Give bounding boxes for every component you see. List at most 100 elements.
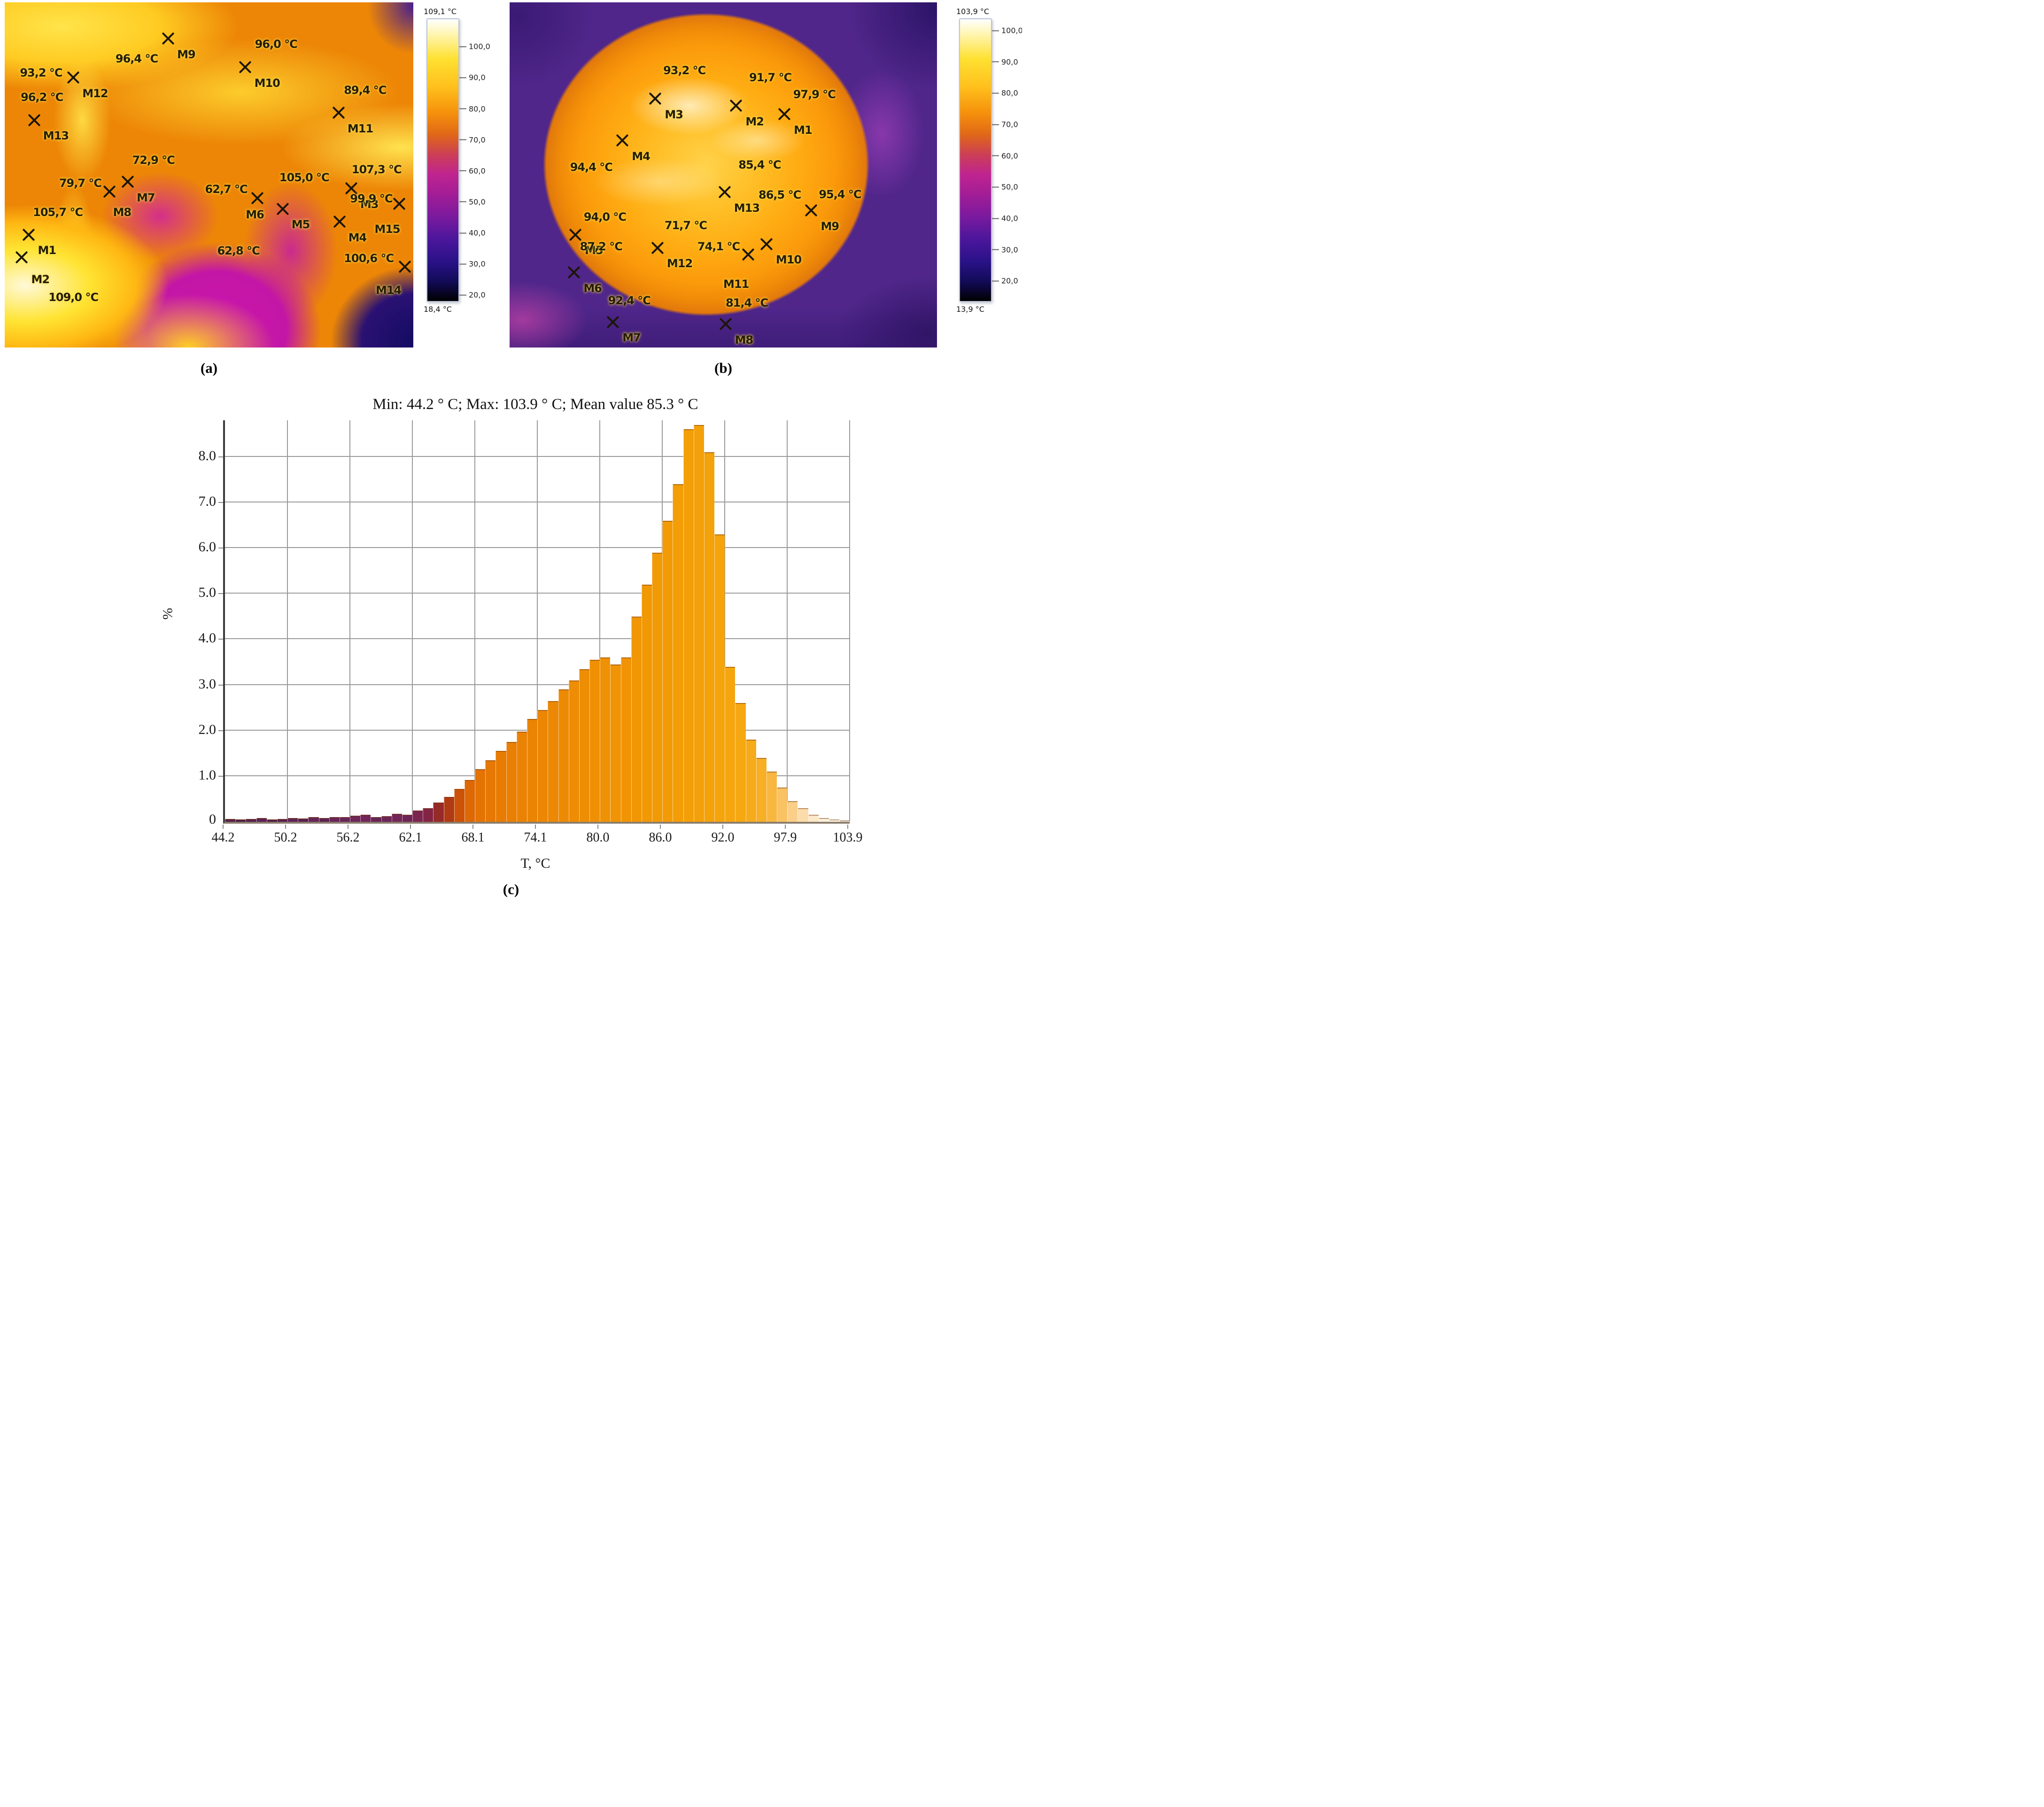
- temperature-label-m4: 94,4 °C: [570, 160, 613, 174]
- measurement-cross-m1: [22, 228, 36, 242]
- measurement-cross-m7: [121, 175, 135, 189]
- temperature-label-m13: 85,4 °C: [738, 158, 781, 172]
- y-tick-mark-7: [218, 502, 223, 503]
- measurement-cross-m10: [759, 237, 774, 251]
- histogram-bar-46c: [246, 819, 256, 822]
- histogram-bar-87c: [673, 484, 683, 822]
- y-tick-mark-4: [218, 639, 223, 640]
- colorbar-tick-dash: [459, 108, 466, 109]
- histogram-title: Min: 44.2 ° C; Max: 103.9 ° C; Mean valu…: [372, 396, 698, 413]
- colorbar-tick-label: 50,0: [1001, 182, 1018, 192]
- caption-a: (a): [200, 360, 218, 376]
- colorbar-tick-dash: [992, 124, 999, 125]
- y-tick-label-7: 7.0: [198, 493, 217, 509]
- histogram-bar-77c: [568, 680, 579, 822]
- colorbar-tick-label: 100,0: [469, 42, 490, 51]
- measurement-cross-m4: [615, 133, 629, 147]
- colorbar-tick-20,0: 20,0: [459, 291, 486, 300]
- colorbar-tick-20,0: 20,0: [992, 277, 1018, 286]
- point-name-label-m14: M14: [375, 283, 402, 297]
- colorbar-tick-label: 40,0: [469, 228, 486, 238]
- point-name-label-m2: M2: [31, 273, 50, 286]
- colorbar-tick-dash: [992, 249, 999, 250]
- histogram-bar-83c: [631, 616, 642, 822]
- measurement-cross-m11: [332, 106, 346, 120]
- x-tick-label-62.1: 62.1: [399, 830, 422, 845]
- temperature-label-m6: 62,7 °C: [205, 183, 248, 196]
- colorbar-tick-dash: [459, 77, 466, 78]
- x-tick-label-97.9: 97.9: [774, 830, 797, 845]
- colorbar-tick-60,0: 60,0: [992, 151, 1018, 160]
- colorbar-tick-label: 60,0: [1001, 151, 1018, 161]
- histogram-bar-67c: [464, 780, 475, 822]
- temperature-label-m15: 99,9 °C: [350, 192, 393, 206]
- histogram-bar-91c: [714, 534, 725, 822]
- x-tick-mark-44.2: [223, 825, 224, 829]
- temperature-label-m1: 105,7 °C: [33, 205, 83, 219]
- histogram-bar-72c: [516, 731, 527, 822]
- measurement-cross-m7: [606, 315, 620, 329]
- measurement-cross-m12: [650, 241, 665, 255]
- gridline-v-50.2: [287, 420, 288, 822]
- histogram-bar-69c: [485, 760, 496, 822]
- histogram-bar-95c: [756, 757, 766, 822]
- temperature-label-m3: 93,2 °C: [663, 63, 706, 77]
- histogram-bar-75c: [548, 701, 558, 822]
- temperature-label-extra-0: 62,8 °C: [217, 244, 260, 258]
- point-name-label-m13: M13: [734, 201, 760, 215]
- y-tick-mark-8: [218, 456, 223, 457]
- colorbar-tick-dash: [992, 186, 999, 188]
- colorbar-tick-40,0: 40,0: [459, 229, 486, 238]
- x-tick-label-56.2: 56.2: [336, 830, 360, 845]
- y-tick-label-5: 5.0: [198, 585, 217, 601]
- colorbar-tick-label: 90,0: [1001, 57, 1018, 67]
- temperature-label-m13: 96,2 °C: [21, 91, 63, 104]
- x-tick-mark-74.1: [535, 825, 536, 829]
- caption-c: (c): [503, 881, 519, 897]
- histogram-bar-78c: [579, 669, 590, 822]
- histogram-bar-56c: [350, 816, 361, 822]
- temperature-label-m1: 97,9 °C: [793, 88, 836, 101]
- point-name-label-m9: M9: [177, 47, 196, 61]
- point-name-label-m2: M2: [745, 115, 764, 128]
- temperature-label-m5: 105,0 °C: [279, 170, 330, 184]
- histogram-bar-44c: [225, 819, 236, 822]
- x-tick-label-103.9: 103.9: [833, 830, 863, 845]
- histogram-bar-103c: [839, 820, 850, 822]
- histogram-bar-99c: [797, 808, 808, 822]
- x-tick-label-68.1: 68.1: [461, 830, 485, 845]
- measurement-cross-m8: [719, 317, 733, 331]
- histogram-bar-101c: [818, 818, 829, 822]
- colorbar-tick-80,0: 80,0: [459, 104, 486, 113]
- measurement-cross-m2: [15, 250, 29, 264]
- thermal-a-background: [5, 2, 413, 348]
- histogram-bar-98c: [787, 801, 798, 822]
- point-name-label-m4: M4: [632, 149, 650, 163]
- histogram-bar-48c: [266, 819, 277, 822]
- point-name-label-m5: M5: [585, 244, 604, 257]
- x-tick-mark-97.9: [785, 825, 786, 829]
- colorbar-tick-dash: [992, 155, 999, 156]
- gridline-v-97.9: [787, 420, 788, 822]
- gridline-v-74.1: [537, 420, 538, 822]
- y-tick-mark-2: [218, 730, 223, 731]
- colorbar-tick-90,0: 90,0: [459, 73, 486, 82]
- histogram-bar-90c: [704, 452, 715, 822]
- colorbar-b: 103,9 °C 13,9 °C 100,0 90,0 80,0 70,0 60,0 50…: [954, 2, 1022, 348]
- colorbar-tick-50,0: 50,0: [992, 183, 1018, 192]
- x-tick-label-80.0: 80.0: [586, 830, 610, 845]
- histogram-bar-89c: [693, 425, 704, 822]
- measurement-cross-m14: [398, 260, 412, 274]
- gridline-v-56.2: [349, 420, 350, 822]
- colorbar-tick-label: 80,0: [1001, 88, 1018, 98]
- point-name-label-m12: M12: [82, 87, 108, 100]
- point-name-label-m6: M6: [246, 208, 264, 222]
- colorbar-tick-dash: [992, 280, 999, 282]
- histogram-bar-81c: [610, 664, 621, 822]
- histogram-bar-76c: [558, 689, 569, 822]
- colorbar-tick-dash: [459, 201, 466, 202]
- measurement-cross-m15: [392, 197, 406, 211]
- colorbar-tick-label: 30,0: [1001, 245, 1018, 255]
- histogram-bar-64c: [433, 803, 444, 822]
- colorbar-a: 109,1 °C 18,4 °C 100,0 90,0 80,0 70,0 60,0 50…: [422, 2, 506, 348]
